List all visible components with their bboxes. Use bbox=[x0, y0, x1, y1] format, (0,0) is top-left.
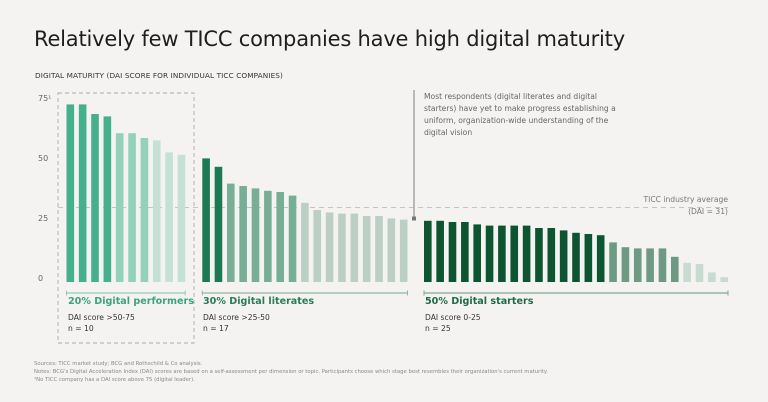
bar-digital-starters bbox=[535, 228, 543, 282]
bar-digital-performers bbox=[103, 116, 112, 283]
group-title-literates: 30% Digital literates bbox=[203, 296, 315, 307]
group-title-starters: 50% Digital starters bbox=[425, 296, 534, 307]
performers-highlight-box bbox=[57, 92, 195, 344]
bar-digital-starters bbox=[708, 272, 716, 282]
bar-digital-starters bbox=[498, 225, 506, 282]
bar-digital-literates bbox=[350, 213, 359, 282]
bar-digital-performers bbox=[128, 133, 136, 282]
bar-digital-starters bbox=[424, 220, 432, 282]
bar-digital-literates bbox=[202, 158, 210, 282]
average-label-line2: (DAI = 31) bbox=[688, 207, 728, 216]
footer-sources: Sources: TICC market study; BCG and Roth… bbox=[34, 361, 203, 367]
bar-digital-starters bbox=[448, 222, 457, 282]
bar-digital-literates bbox=[264, 190, 272, 282]
annotation-pointer-dot bbox=[412, 216, 416, 221]
group-range-performers: DAI score >50-75 bbox=[68, 313, 135, 322]
bar-digital-starters bbox=[720, 277, 728, 282]
bar-digital-starters bbox=[510, 225, 519, 282]
bar-digital-literates bbox=[399, 219, 408, 282]
bar-digital-starters bbox=[683, 262, 691, 282]
bar-digital-starters bbox=[473, 224, 481, 282]
bar-digital-starters bbox=[695, 264, 704, 282]
chart-title: Relatively few TICC companies have high … bbox=[34, 27, 625, 51]
bar-digital-starters bbox=[621, 247, 630, 282]
bar-digital-starters bbox=[461, 222, 469, 282]
bar-digital-starters bbox=[559, 230, 568, 282]
group-n-starters: n = 25 bbox=[425, 324, 451, 333]
y-tick-label: 75¹ bbox=[38, 94, 51, 103]
bar-digital-starters bbox=[522, 225, 531, 282]
bar-digital-starters bbox=[596, 235, 605, 282]
bar-digital-performers bbox=[66, 104, 75, 283]
y-tick-label: 50 bbox=[38, 154, 48, 163]
bar-digital-starters bbox=[584, 234, 593, 282]
bar-digital-literates bbox=[227, 183, 235, 282]
bar-digital-literates bbox=[313, 210, 322, 282]
group-title-performers: 20% Digital performers bbox=[68, 296, 194, 307]
bar-digital-starters bbox=[609, 242, 617, 282]
bar-digital-starters bbox=[646, 248, 654, 282]
bar-digital-literates bbox=[288, 195, 297, 282]
bar-digital-starters bbox=[485, 225, 494, 282]
bar-digital-performers bbox=[78, 104, 87, 283]
bar-digital-literates bbox=[276, 192, 284, 282]
bar-digital-performers bbox=[177, 154, 186, 282]
y-axis-title: DIGITAL MATURITY (DAI SCORE FOR INDIVIDU… bbox=[35, 71, 283, 80]
bar-digital-performers bbox=[152, 140, 161, 282]
bar-digital-starters bbox=[436, 220, 444, 282]
average-label: TICC industry average (DAI = 31) bbox=[643, 194, 728, 218]
bar-digital-performers bbox=[140, 138, 149, 282]
bar-digital-literates bbox=[338, 213, 346, 282]
bar-digital-literates bbox=[325, 212, 334, 282]
bar-digital-literates bbox=[375, 216, 383, 282]
bar-digital-starters bbox=[671, 256, 679, 282]
group-n-performers: n = 10 bbox=[68, 324, 94, 333]
group-range-starters: DAI score 0-25 bbox=[425, 313, 481, 322]
bar-digital-starters bbox=[572, 232, 580, 282]
y-tick-label: 25 bbox=[38, 214, 48, 223]
y-tick-label: 0 bbox=[38, 274, 43, 283]
bar-digital-literates bbox=[239, 186, 247, 282]
bar-digital-performers bbox=[91, 114, 99, 282]
bar-digital-starters bbox=[633, 248, 642, 282]
bar-digital-literates bbox=[387, 218, 396, 282]
bar-digital-literates bbox=[214, 166, 223, 282]
bar-digital-literates bbox=[301, 202, 309, 282]
bar-digital-performers bbox=[115, 133, 124, 282]
footer-notes: Notes: BCG's Digital Acceleration Index … bbox=[34, 369, 548, 375]
annotation-text: Most respondents (digital literates and … bbox=[424, 92, 616, 137]
bar-digital-performers bbox=[165, 152, 173, 282]
bar-digital-starters bbox=[547, 228, 556, 282]
footer-footnote: ¹No TICC company has a DAI score above 7… bbox=[34, 377, 195, 383]
group-range-literates: DAI score >25-50 bbox=[203, 313, 270, 322]
bar-digital-literates bbox=[251, 188, 260, 282]
bar-digital-starters bbox=[658, 248, 667, 282]
group-n-literates: n = 17 bbox=[203, 324, 229, 333]
bar-digital-literates bbox=[362, 216, 371, 282]
average-label-line1: TICC industry average bbox=[643, 195, 728, 204]
